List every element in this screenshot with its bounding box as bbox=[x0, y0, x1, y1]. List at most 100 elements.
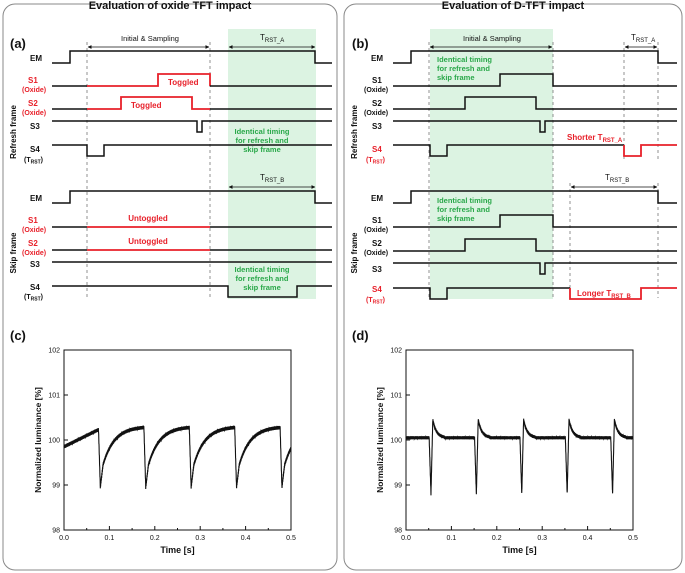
x-tick-label: 0.3 bbox=[195, 535, 205, 542]
s1-label-b: S1 bbox=[372, 76, 382, 85]
right-panel-frame bbox=[343, 3, 683, 571]
identical-b-a3: skip frame bbox=[243, 283, 281, 292]
y-tick-label: 99 bbox=[52, 483, 60, 490]
identical-rb3: skip frame bbox=[437, 73, 475, 82]
y-tick-label: 100 bbox=[48, 438, 60, 445]
s3-label-a: S3 bbox=[30, 122, 40, 131]
x-tick-label: 0.3 bbox=[537, 535, 547, 542]
luminance-series bbox=[63, 425, 292, 490]
toggled-a1: Toggled bbox=[168, 78, 199, 87]
y-tick-label: 98 bbox=[52, 528, 60, 535]
s2-wave-b bbox=[393, 96, 677, 110]
s4-label-b: S4 bbox=[372, 145, 382, 154]
timing-diagram-b: (b) Initial & Sampling TRST_A Refresh fr… bbox=[350, 29, 677, 306]
s4b-sub-b: (TRST) bbox=[366, 297, 385, 306]
s4-sub-a: (TRST) bbox=[24, 157, 43, 166]
x-tick-label: 0.4 bbox=[583, 535, 593, 542]
chart-c: 0.0 0.1 0.2 0.3 0.4 0.5 98 99 100 101 102 Time [s] N… bbox=[33, 348, 296, 556]
em-wave-b bbox=[393, 50, 677, 64]
x-tick-label: 0.5 bbox=[628, 535, 638, 542]
s4b-label-a: S4 bbox=[30, 283, 40, 292]
y-tick-label: 100 bbox=[390, 438, 402, 445]
y-axis-label: Normalized luminance [%] bbox=[375, 387, 385, 493]
s2-sub-b: (Oxide) bbox=[364, 110, 388, 117]
em-label-b: EM bbox=[371, 54, 383, 63]
refresh-frame-a: Refresh frame bbox=[9, 105, 18, 159]
timing-diagram-a: (a) Initial & Sampling TRST_A Refresh fr… bbox=[9, 29, 332, 303]
trst-b-label: TRST_B bbox=[260, 173, 284, 184]
right-panel-title: Evaluation of D-TFT impact bbox=[442, 0, 585, 12]
luminance-series bbox=[405, 418, 634, 496]
s2-label-a: S2 bbox=[28, 99, 38, 108]
identical-a3: skip frame bbox=[243, 145, 281, 154]
y-tick-label: 102 bbox=[48, 348, 60, 355]
x-tick-label: 0.1 bbox=[447, 535, 457, 542]
s1b-label-b: S1 bbox=[372, 216, 382, 225]
s2-sub-a: (Oxide) bbox=[22, 110, 46, 117]
x-tick-label: 0.0 bbox=[401, 535, 411, 542]
em2-label-b: EM bbox=[371, 194, 383, 203]
skip-frame-a: Skip frame bbox=[9, 232, 18, 273]
em-label-a: EM bbox=[30, 54, 42, 63]
chart-d: 0.0 0.1 0.2 0.3 0.4 0.5 98 99 100 101 102 Time [s] N… bbox=[375, 348, 638, 556]
identical-a1: Identical timing bbox=[234, 127, 289, 136]
em-wave-a bbox=[52, 50, 332, 64]
s1b-wave-b bbox=[393, 214, 677, 228]
s4-sub-b: (TRST) bbox=[366, 157, 385, 166]
s2b-label-b: S2 bbox=[372, 239, 382, 248]
s1-sub-b: (Oxide) bbox=[364, 87, 388, 94]
s1-wave-b bbox=[393, 73, 677, 87]
s3b-label-b: S3 bbox=[372, 265, 382, 274]
s3-wave-b bbox=[393, 120, 677, 133]
initial-sampling-a: Initial & Sampling bbox=[121, 34, 179, 43]
s2b-label-a: S2 bbox=[28, 239, 38, 248]
x-tick-label: 0.1 bbox=[105, 535, 115, 542]
untoggled-a2: Untoggled bbox=[128, 237, 168, 246]
s2b-wave-b bbox=[393, 238, 677, 252]
s4b-wave-b1 bbox=[393, 287, 570, 300]
trst-b-label-b: TRST_B bbox=[605, 173, 629, 184]
refresh-frame-b: Refresh frame bbox=[350, 105, 359, 159]
untoggled-a1: Untoggled bbox=[128, 214, 168, 223]
green-shade-a bbox=[228, 29, 316, 299]
s3-label-b: S3 bbox=[372, 122, 382, 131]
y-tick-label: 101 bbox=[48, 393, 60, 400]
y-tick-label: 102 bbox=[390, 348, 402, 355]
em2-label-a: EM bbox=[30, 194, 42, 203]
s4-wave-a bbox=[52, 144, 332, 157]
y-tick-label: 98 bbox=[394, 528, 402, 535]
s2-label-b: S2 bbox=[372, 99, 382, 108]
s1b-sub-b: (Oxide) bbox=[364, 227, 388, 234]
identical-rb1: Identical timing bbox=[437, 55, 492, 64]
s2-wave-a-red bbox=[87, 96, 210, 110]
s4-label-a: S4 bbox=[30, 145, 40, 154]
y-tick-label: 101 bbox=[390, 393, 402, 400]
y-axis-label: Normalized luminance [%] bbox=[33, 387, 43, 493]
x-tick-label: 0.0 bbox=[59, 535, 69, 542]
s1-label-a: S1 bbox=[28, 76, 38, 85]
x-tick-label: 0.2 bbox=[492, 535, 502, 542]
plot-frame bbox=[63, 349, 292, 531]
x-tick-label: 0.5 bbox=[286, 535, 296, 542]
x-tick-label: 0.2 bbox=[150, 535, 160, 542]
identical-b-a1: Identical timing bbox=[234, 265, 289, 274]
s1-wave-a-red bbox=[87, 73, 211, 87]
s4b-wave-b-red bbox=[569, 287, 677, 300]
identical-a2: for refresh and bbox=[236, 136, 289, 145]
em2-wave-a bbox=[52, 190, 332, 204]
longer-label: Longer TRST_B bbox=[577, 289, 632, 300]
s3b-label-a: S3 bbox=[30, 260, 40, 269]
s1-sub-a: (Oxide) bbox=[22, 87, 46, 94]
label-d: (d) bbox=[352, 328, 369, 343]
identical-b-a2: for refresh and bbox=[236, 274, 289, 283]
s4b-sub-a: (TRST) bbox=[24, 294, 43, 303]
identical-sb1: Identical timing bbox=[437, 196, 492, 205]
toggled-a2: Toggled bbox=[131, 101, 162, 110]
s4b-wave-a bbox=[52, 285, 332, 298]
x-axis-label: Time [s] bbox=[160, 545, 194, 555]
s4-wave-b1 bbox=[393, 144, 624, 157]
identical-rb2: for refresh and bbox=[437, 64, 490, 73]
left-panel-frame bbox=[2, 3, 338, 571]
initial-sampling-b: Initial & Sampling bbox=[463, 34, 521, 43]
identical-sb3: skip frame bbox=[437, 214, 475, 223]
